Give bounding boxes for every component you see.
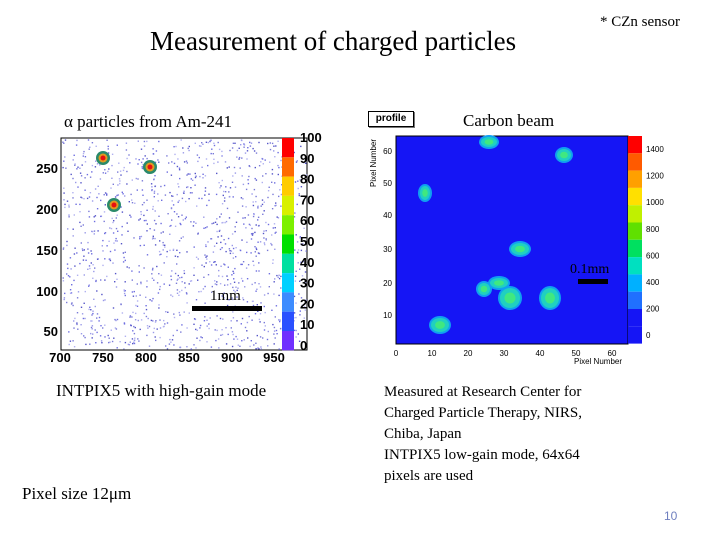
pixel-size-label: Pixel size 12μm [22,484,132,503]
alpha-cbar-tick: 90 [300,151,314,166]
carbon-cbar-tick: 1200 [646,172,664,181]
carbon-x-tick-60: 60 [608,349,617,358]
page-title: Measurement of charged particles [150,26,517,56]
carbon-x-tick-20: 20 [464,349,473,358]
alpha-heading: α particles from Am-241 [64,112,233,131]
alpha-hit-2 [143,160,157,174]
alpha-cbar-tick: 30 [300,276,314,291]
carbon-scale-bar [578,279,608,284]
alpha-image-plot: 250 200 150 100 50 700 750 800 850 900 9… [36,130,322,365]
alpha-x-tick-800: 800 [135,350,157,365]
alpha-cbar-tick: 60 [300,213,314,228]
carbon-cbar-tick: 200 [646,305,660,314]
alpha-cbar-tick: 40 [300,255,314,270]
alpha-hit-3 [107,198,121,212]
carbon-spot-9 [476,281,492,297]
alpha-x-tick-700: 700 [49,350,71,365]
carbon-y-tick-60: 60 [383,147,392,156]
carbon-y-tick-10: 10 [383,311,392,320]
carbon-spot-5 [488,276,510,290]
carbon-x-tick-50: 50 [572,349,581,358]
alpha-y-tick-150: 150 [36,243,58,258]
alpha-scale-label: 1mm [210,288,241,304]
carbon-cbar-tick: 1000 [646,198,664,207]
carbon-spot-3 [418,184,432,202]
carbon-spot-8 [429,316,451,334]
carbon-x-tick-10: 10 [428,349,437,358]
alpha-cbar-tick: 50 [300,234,314,249]
alpha-cbar-tick: 20 [300,296,314,311]
alpha-cbar-tick: 10 [300,317,314,332]
carbon-y-tick-50: 50 [383,179,392,188]
carbon-caption: Measured at Research Center for Charged … [384,382,582,487]
carbon-caption-line-3: Chiba, Japan [384,426,462,442]
carbon-x-tick-30: 30 [500,349,509,358]
carbon-spot-2 [555,147,573,163]
alpha-noise-pixels [62,139,308,350]
carbon-caption-line-5: pixels are used [384,468,474,484]
carbon-y-tick-20: 20 [383,279,392,288]
carbon-caption-line-4: INTPIX5 low-gain mode, 64x64 [384,447,580,463]
alpha-hit-1 [96,151,110,165]
alpha-y-tick-50: 50 [44,324,58,339]
carbon-y-axis-label: Pixel Number [369,139,378,187]
carbon-spot-4 [509,241,531,257]
alpha-cbar-tick: 0 [300,338,307,353]
page-number: 10 [664,509,678,523]
alpha-x-tick-750: 750 [92,350,114,365]
profile-label: profile [368,111,414,127]
carbon-heading: Carbon beam [463,111,555,130]
carbon-caption-line-2: Charged Particle Therapy, NIRS, [384,405,583,421]
sensor-note: * CZn sensor [600,14,680,30]
carbon-spot-7 [539,286,561,310]
carbon-scale-label: 0.1mm [570,262,609,277]
alpha-cbar-tick: 80 [300,172,314,187]
carbon-cbar-tick: 0 [646,331,651,340]
alpha-y-tick-200: 200 [36,202,58,217]
carbon-spot-1 [479,135,499,149]
carbon-x-axis-label: Pixel Number [574,357,622,366]
carbon-x-tick-0: 0 [394,349,399,358]
alpha-y-tick-100: 100 [36,284,58,299]
alpha-x-tick-950: 950 [263,350,285,365]
carbon-caption-line-1: Measured at Research Center for [384,384,582,400]
carbon-cbar-tick: 1400 [646,145,664,154]
carbon-spots [418,135,573,334]
alpha-x-tick-850: 850 [178,350,200,365]
carbon-spot-6 [498,286,522,310]
alpha-scale-bar [192,306,262,311]
carbon-cbar-tick: 400 [646,278,660,287]
alpha-colorbar [282,138,294,351]
alpha-x-tick-900: 900 [221,350,243,365]
alpha-cbar-tick: 70 [300,192,314,207]
alpha-hits [96,151,157,212]
carbon-y-tick-30: 30 [383,245,392,254]
carbon-cbar-tick: 600 [646,251,660,260]
alpha-y-tick-250: 250 [36,161,58,176]
alpha-caption: INTPIX5 with high-gain mode [56,381,267,400]
carbon-cbar-tick: 800 [646,225,660,234]
carbon-colorbar [628,136,642,344]
alpha-cbar-tick: 100 [300,130,322,145]
carbon-x-tick-40: 40 [536,349,545,358]
carbon-y-tick-40: 40 [383,211,392,220]
